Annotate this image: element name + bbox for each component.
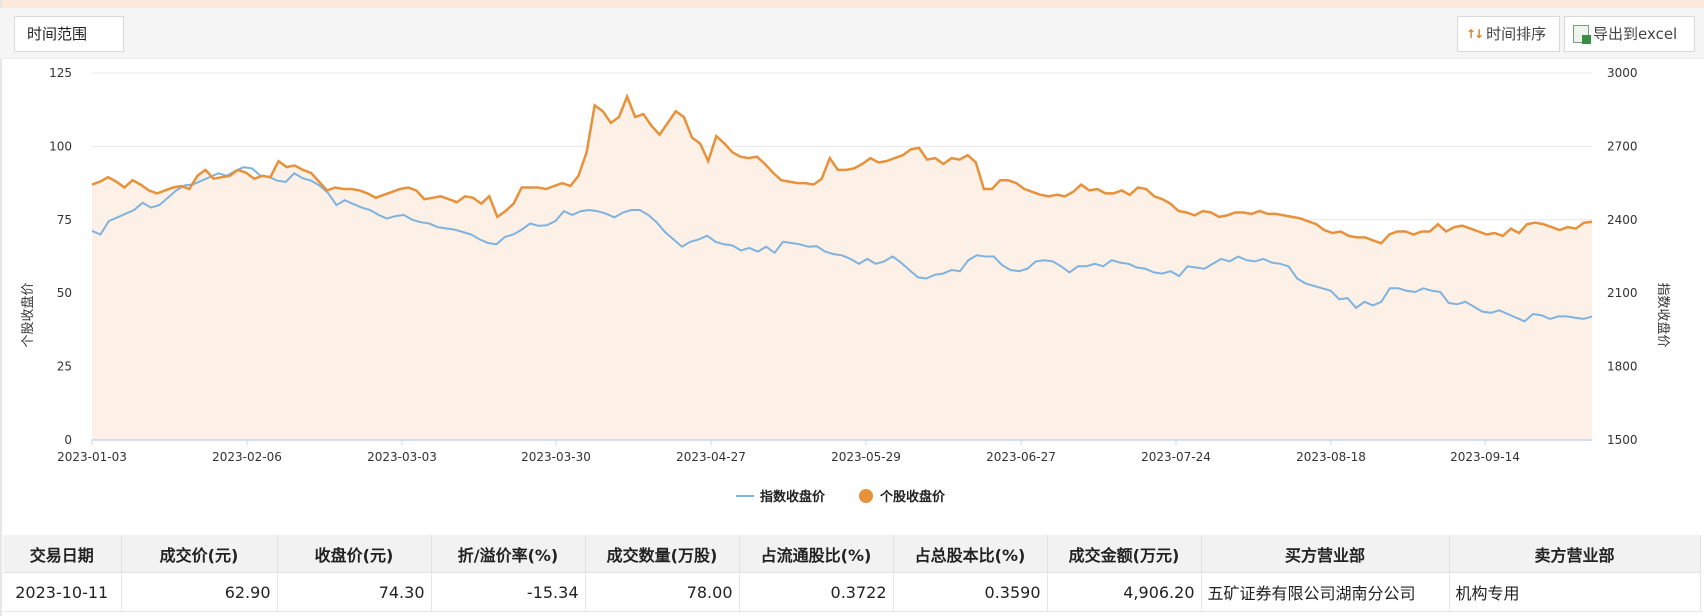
header-trade-price[interactable]: 成交价(元) <box>121 535 278 573</box>
y-right-tick-label: 1800 <box>1607 360 1638 374</box>
cell-seller: 机构专用 <box>1449 572 1701 612</box>
y-left-tick-label: 50 <box>57 286 72 300</box>
y-axis-right-title: 指数收盘价 <box>1655 282 1671 347</box>
x-axis: 2023-01-03 2023-02-06 2023-03-03 2023-03-30… <box>57 439 1592 464</box>
price-chart: 2023-01-03 2023-02-06 2023-03-03 2023-03-30… <box>20 66 1671 505</box>
toolbar: 时间范围 ↑↓ 时间排序 导出到excel <box>0 8 1704 59</box>
header-amount[interactable]: 成交金额(万元) <box>1047 535 1202 573</box>
y-right-tick-label: 2400 <box>1607 213 1638 227</box>
left-border <box>0 0 2 616</box>
header-seller[interactable]: 卖方营业部 <box>1449 535 1701 573</box>
index-price-line <box>91 166 1593 323</box>
y-left-tick-label: 125 <box>49 66 72 80</box>
block-trade-table: 交易日期 成交价(元) 收盘价(元) 折/溢价率(%) 成交数量(万股) 占流通… <box>3 535 1701 612</box>
header-close-price[interactable]: 收盘价(元) <box>277 535 432 573</box>
cell-close-price: 74.30 <box>277 572 432 612</box>
x-tick-label: 2023-03-30 <box>521 450 591 464</box>
x-tick-label: 2023-08-18 <box>1296 450 1366 464</box>
y-right-tick-label: 2100 <box>1607 286 1638 300</box>
header-volume[interactable]: 成交数量(万股) <box>585 535 740 573</box>
legend-index-label[interactable]: 指数收盘价 <box>760 489 826 505</box>
header-trade-date[interactable]: 交易日期 <box>3 535 122 573</box>
top-accent-bar <box>0 0 1704 8</box>
x-tick-label: 2023-02-06 <box>212 450 282 464</box>
header-premium-rate[interactable]: 折/溢价率(%) <box>431 535 586 573</box>
x-tick-label: 2023-03-03 <box>367 450 437 464</box>
excel-icon <box>1573 25 1591 44</box>
time-sort-button[interactable]: ↑↓ 时间排序 <box>1457 16 1560 52</box>
legend-stock-swatch <box>859 489 873 503</box>
x-tick-label: 2023-05-29 <box>831 450 901 464</box>
y-left-tick-label: 0 <box>64 433 72 447</box>
time-range-button[interactable]: 时间范围 <box>14 16 124 52</box>
legend-stock-label[interactable]: 个股收盘价 <box>879 489 946 505</box>
cell-amount: 4,906.20 <box>1047 572 1202 612</box>
x-tick-label: 2023-07-24 <box>1141 450 1211 464</box>
cell-buyer: 五矿证券有限公司湖南分公司 <box>1201 572 1450 612</box>
header-total-ratio[interactable]: 占总股本比(%) <box>893 535 1048 573</box>
cell-premium-rate: -15.34 <box>431 572 586 612</box>
cell-volume: 78.00 <box>585 572 740 612</box>
header-float-ratio[interactable]: 占流通股比(%) <box>739 535 894 573</box>
stock-price-area <box>92 96 1592 440</box>
cell-float-ratio: 0.3722 <box>739 572 894 612</box>
export-excel-label: 导出到excel <box>1593 25 1678 43</box>
table-row: 2023-10-11 62.90 74.30 -15.34 78.00 0.37… <box>3 572 1701 612</box>
y-left-tick-label: 100 <box>49 139 72 153</box>
y-right-tick-label: 3000 <box>1607 66 1638 80</box>
header-buyer[interactable]: 买方营业部 <box>1201 535 1450 573</box>
cell-total-ratio: 0.3590 <box>893 572 1048 612</box>
legend: 指数收盘价 个股收盘价 <box>736 489 946 505</box>
sort-arrows-icon: ↑↓ <box>1466 27 1484 41</box>
y-left-tick-label: 25 <box>57 360 72 374</box>
y-right-tick-label: 1500 <box>1607 433 1638 447</box>
y-axis-right: 1500 1800 2100 2400 2700 3000 <box>1607 66 1638 447</box>
time-sort-label: 时间排序 <box>1486 25 1547 43</box>
table-header-row: 交易日期 成交价(元) 收盘价(元) 折/溢价率(%) 成交数量(万股) 占流通… <box>3 535 1701 573</box>
y-axis-left: 0 25 50 75 100 125 <box>49 66 72 447</box>
x-tick-label: 2023-09-14 <box>1450 450 1520 464</box>
y-axis-left-title: 个股收盘价 <box>20 282 36 347</box>
stock-price-line <box>91 93 1593 245</box>
cell-trade-date: 2023-10-11 <box>3 572 122 612</box>
export-excel-button[interactable]: 导出到excel <box>1564 16 1695 52</box>
x-tick-label: 2023-01-03 <box>57 450 127 464</box>
y-left-tick-label: 75 <box>57 213 72 227</box>
y-right-tick-label: 2700 <box>1607 139 1638 153</box>
x-tick-label: 2023-06-27 <box>986 450 1056 464</box>
x-tick-label: 2023-04-27 <box>676 450 746 464</box>
cell-trade-price: 62.90 <box>121 572 278 612</box>
